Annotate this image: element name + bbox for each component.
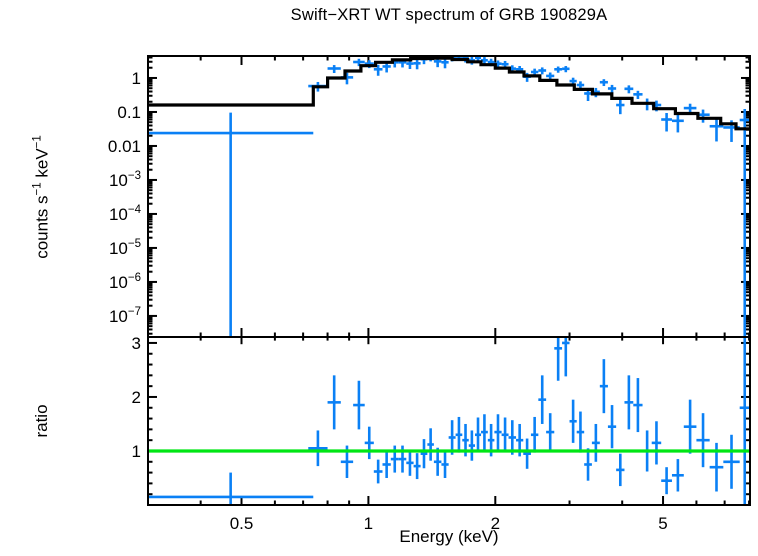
y-ratio-tick-label: 3 <box>132 334 141 353</box>
y-counts-tick-label: 0.1 <box>117 103 141 122</box>
data-points-counts <box>148 56 750 337</box>
y-counts-tick-label: 10−6 <box>109 272 141 292</box>
y-counts-tick-label: 10−3 <box>109 170 141 190</box>
chart-title: Swift−XRT WT spectrum of GRB 190829A <box>290 6 608 24</box>
x-tick-label: 0.5 <box>230 514 254 533</box>
y-counts-tick-label: 10−7 <box>109 306 141 326</box>
y-counts-tick-label: 10−4 <box>109 204 142 224</box>
x-axis-label-energy: Energy (keV) <box>399 527 499 546</box>
x-tick-label: 5 <box>658 514 667 533</box>
model-line <box>148 56 750 131</box>
y-counts-tick-label: 10−5 <box>109 238 141 258</box>
tick-labels: 0.5 1 2 5 1 0.1 0.01 10−3 10−4 10−5 10−6 10−7 1 2 3 <box>108 69 668 533</box>
upper-panel-frame <box>147 55 751 338</box>
y-counts-tick-label: 1 <box>132 69 141 88</box>
x-tick-label: 1 <box>364 514 373 533</box>
x-tick-label: 2 <box>491 514 500 533</box>
y-ratio-tick-label: 2 <box>132 388 141 407</box>
ratio-panel-frame <box>147 336 751 506</box>
panel-frames <box>147 55 751 506</box>
data-points-ratio <box>148 337 750 505</box>
y-ratio-tick-label: 1 <box>132 442 141 461</box>
y-counts-tick-label: 0.01 <box>108 137 141 156</box>
